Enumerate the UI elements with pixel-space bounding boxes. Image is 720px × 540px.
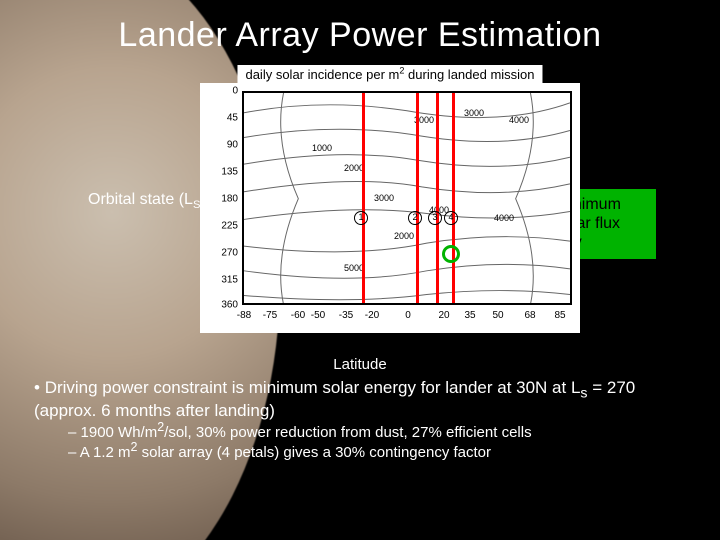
mission-vline [362,93,365,303]
caption-prefix: daily solar incidence per m [245,67,399,82]
bullet-main-sub: s [580,385,587,401]
plot-frame: daily solar incidence per m2 during land… [200,83,580,333]
mission-vline [436,93,439,303]
ytick: 225 [216,221,238,232]
slide-container: Lander Array Power Estimation Orbital st… [0,0,720,540]
bullet-main: Driving power constraint is minimum sola… [34,377,686,463]
ytick: 45 [216,113,238,124]
contour-label: 1000 [312,143,332,153]
ytick: 135 [216,167,238,178]
ytick: 315 [216,275,238,286]
xtick: -88 [237,310,251,321]
sub1-mid: /sol, 30% power reduction from dust, 27%… [164,424,531,441]
phase-marker: 3 [428,211,442,225]
xtick: -20 [365,310,379,321]
ytick: 180 [216,194,238,205]
bullet-sub-1: 1900 Wh/m2/sol, 30% power reduction from… [68,423,686,443]
contour-label: 2000 [394,231,414,241]
bullet-list: Driving power constraint is minimum sola… [28,377,692,463]
chart-area: Orbital state (LS) Minimum solar flux da… [60,61,660,361]
chart-caption: daily solar incidence per m2 during land… [237,65,542,84]
sub2-squared: 2 [131,440,138,454]
ytick: 270 [216,248,238,259]
xtick: 68 [524,310,535,321]
phase-marker: 2 [408,211,422,225]
contour-label: 3000 [374,193,394,203]
xtick: -35 [339,310,353,321]
orbital-state-label: Orbital state (LS) [88,191,206,209]
ytick: 360 [216,300,238,311]
caption-suffix: during landed mission [404,67,534,82]
xtick: -50 [311,310,325,321]
plot-inner: 1000 2000 3000 3000 4000 3000 4000 4000 … [242,91,572,305]
ytick: 0 [216,86,238,97]
bullet-sub-2: A 1.2 m2 solar array (4 petals) gives a … [68,443,686,463]
mission-vline [416,93,419,303]
xtick: 0 [405,310,411,321]
slide-title: Lander Array Power Estimation [28,16,692,55]
orbital-label-prefix: Orbital state (L [88,191,193,208]
contour-label: 4000 [494,213,514,223]
mission-vline [452,93,455,303]
sub2-suffix: solar array (4 petals) gives a 30% conti… [138,444,492,461]
sub2-prefix: A 1.2 m [80,444,131,461]
xtick: 85 [554,310,565,321]
bullet-main-prefix: Driving power constraint is minimum sola… [45,378,581,397]
phase-marker: 4 [444,211,458,225]
ytick: 90 [216,140,238,151]
phase-marker: 1 [354,211,368,225]
contour-label: 3000 [464,108,484,118]
xtick: 20 [438,310,449,321]
xtick: -60 [291,310,305,321]
sub1-prefix: 1900 Wh/m [81,424,158,441]
x-axis-label: Latitude [333,356,386,373]
xtick: 50 [492,310,503,321]
xtick: 35 [464,310,475,321]
min-flux-ring-icon [442,245,460,263]
xtick: -75 [263,310,277,321]
contour-label: 4000 [509,115,529,125]
